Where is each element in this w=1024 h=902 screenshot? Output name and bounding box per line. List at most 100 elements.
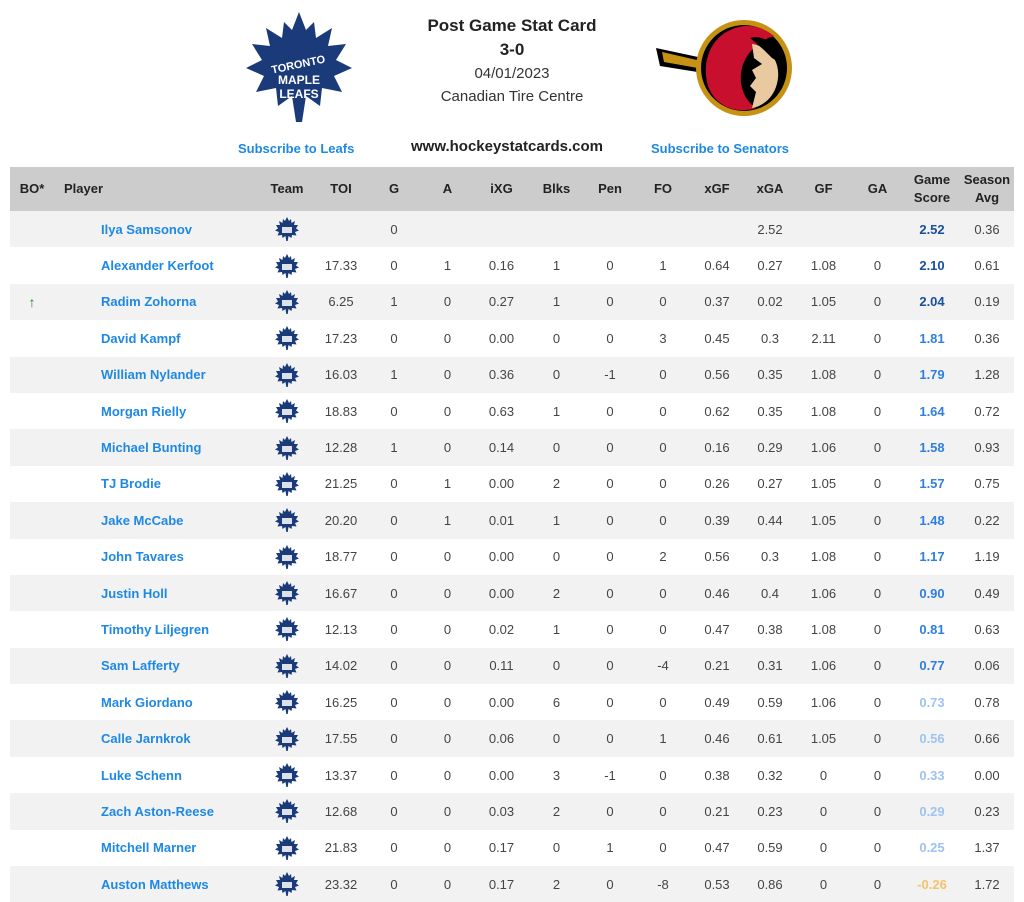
blks-cell: 2: [552, 876, 561, 892]
a-cell: 0: [443, 731, 452, 747]
player-name[interactable]: Zach Aston-Reese: [101, 803, 214, 819]
maple-leafs-icon: [274, 653, 300, 679]
col-bo[interactable]: BO*: [19, 181, 45, 196]
maple-leafs-icon: [274, 362, 300, 388]
player-name[interactable]: William Nylander: [101, 367, 206, 383]
ga-cell: 0: [873, 294, 882, 310]
xgf-cell: 0.64: [704, 258, 730, 274]
col-a[interactable]: A: [442, 181, 453, 196]
xga-cell: 0.61: [757, 731, 783, 747]
season-avg-cell: 0.72: [974, 403, 1000, 419]
game-score: 3-0: [499, 40, 525, 59]
gf-cell: 1.05: [810, 294, 837, 310]
a-cell: 0: [443, 876, 452, 892]
season-avg-cell: 0.93: [974, 440, 1000, 456]
blks-cell: 0: [552, 367, 561, 383]
gf-cell: 1.05: [810, 476, 837, 492]
pen-cell: 0: [606, 621, 614, 637]
xgf-cell: 0.56: [704, 367, 730, 383]
a-cell: [421, 211, 474, 247]
player-name[interactable]: Sam Lafferty: [101, 658, 180, 674]
gf-cell: 1.08: [810, 258, 837, 274]
ga-cell: 0: [873, 658, 882, 674]
player-name[interactable]: Calle Jarnkrok: [101, 731, 191, 747]
player-name[interactable]: Michael Bunting: [101, 440, 202, 456]
col-ga[interactable]: GA: [867, 181, 888, 196]
bo-cell: [10, 357, 54, 393]
toi-cell: [315, 211, 367, 247]
team-cell: [259, 757, 315, 793]
col-player[interactable]: Player: [64, 181, 104, 196]
ixg-cell: 0.00: [488, 767, 515, 783]
player-name[interactable]: Timothy Liljegren: [101, 621, 210, 637]
team-cell: [259, 393, 315, 429]
col-ixg[interactable]: iXG: [490, 181, 513, 196]
col-xgf[interactable]: xGF: [704, 181, 730, 196]
player-name[interactable]: Alexander Kerfoot: [101, 258, 214, 274]
player-name[interactable]: Ilya Samsonov: [101, 221, 193, 237]
gf-cell: 1.05: [810, 512, 837, 528]
maple-leafs-icon: [274, 216, 300, 242]
xga-cell: 0.31: [757, 658, 783, 674]
player-name[interactable]: TJ Brodie: [101, 476, 161, 492]
subscribe-leafs-link[interactable]: Subscribe to Leafs: [238, 141, 355, 156]
game-score-cell: 0.29: [919, 803, 945, 819]
toi-cell: 17.33: [324, 258, 358, 274]
a-cell: 1: [443, 258, 452, 274]
player-name[interactable]: Radim Zohorna: [101, 294, 197, 310]
bo-cell: [10, 684, 54, 720]
maple-leafs-icon: [274, 835, 300, 861]
game-score-cell: 1.48: [919, 512, 945, 528]
team-cell: [259, 320, 315, 356]
col-g[interactable]: G: [388, 181, 400, 196]
gf-cell: 0: [819, 840, 828, 856]
gf-cell: 0: [819, 803, 828, 819]
col-blks[interactable]: Blks: [542, 181, 571, 196]
gf-cell: 2.11: [811, 330, 836, 346]
col-game-score[interactable]: Game Score: [904, 167, 960, 211]
team-cell: [259, 575, 315, 611]
col-season-avg-label: Season Avg: [963, 172, 1011, 205]
game-score-cell: 0.81: [919, 621, 945, 637]
player-name[interactable]: Jake McCabe: [101, 512, 184, 528]
team-cell: [259, 357, 315, 393]
pen-cell: -1: [604, 367, 616, 383]
player-name[interactable]: Mark Giordano: [101, 694, 193, 710]
toi-cell: 12.28: [324, 440, 358, 456]
ga-cell: 0: [873, 330, 882, 346]
pen-cell: 0: [606, 658, 614, 674]
player-name[interactable]: John Tavares: [101, 549, 184, 565]
fo-cell: 0: [659, 694, 667, 710]
col-fo[interactable]: FO: [653, 181, 673, 196]
game-score-cell: 1.17: [919, 549, 945, 565]
table-row: Mitchell Marner 21.83 0 0 0.17 0 1 0 0.47 0.59 0 0…: [10, 829, 1014, 867]
player-name[interactable]: Luke Schenn: [101, 767, 182, 783]
bo-cell: [10, 502, 54, 538]
col-team[interactable]: Team: [270, 181, 304, 196]
col-gf[interactable]: GF: [814, 181, 833, 196]
subscribe-senators-link[interactable]: Subscribe to Senators: [651, 141, 789, 156]
player-name[interactable]: David Kampf: [101, 330, 181, 346]
xgf-cell: 0.46: [704, 585, 730, 601]
player-name[interactable]: Auston Matthews: [101, 876, 209, 892]
xga-cell: 0.4: [760, 585, 780, 601]
col-pen[interactable]: Pen: [598, 181, 622, 196]
player-name[interactable]: Mitchell Marner: [101, 840, 197, 856]
maple-leafs-icon: [274, 435, 300, 461]
player-name[interactable]: Justin Holl: [101, 585, 168, 601]
gf-cell: 1.08: [810, 403, 837, 419]
maple-leafs-icon: [274, 726, 300, 752]
col-toi[interactable]: TOI: [330, 181, 352, 196]
ixg-cell: 0.36: [488, 367, 515, 383]
xgf-cell: 0.37: [704, 294, 730, 310]
table-row: TJ Brodie 21.25 0 1 0.00 2 0 0 0.26 0.27 1.05 0 1.5…: [10, 465, 1014, 503]
col-season-avg[interactable]: Season Avg: [960, 167, 1014, 211]
toi-cell: 17.55: [324, 731, 358, 747]
player-name[interactable]: Morgan Rielly: [101, 403, 187, 419]
col-xga[interactable]: xGA: [756, 181, 784, 196]
ixg-cell: 0.00: [488, 549, 515, 565]
xga-cell: 0.23: [757, 803, 783, 819]
team-cell: [259, 247, 315, 283]
fo-cell: 0: [659, 621, 667, 637]
ixg-cell: [474, 211, 529, 247]
